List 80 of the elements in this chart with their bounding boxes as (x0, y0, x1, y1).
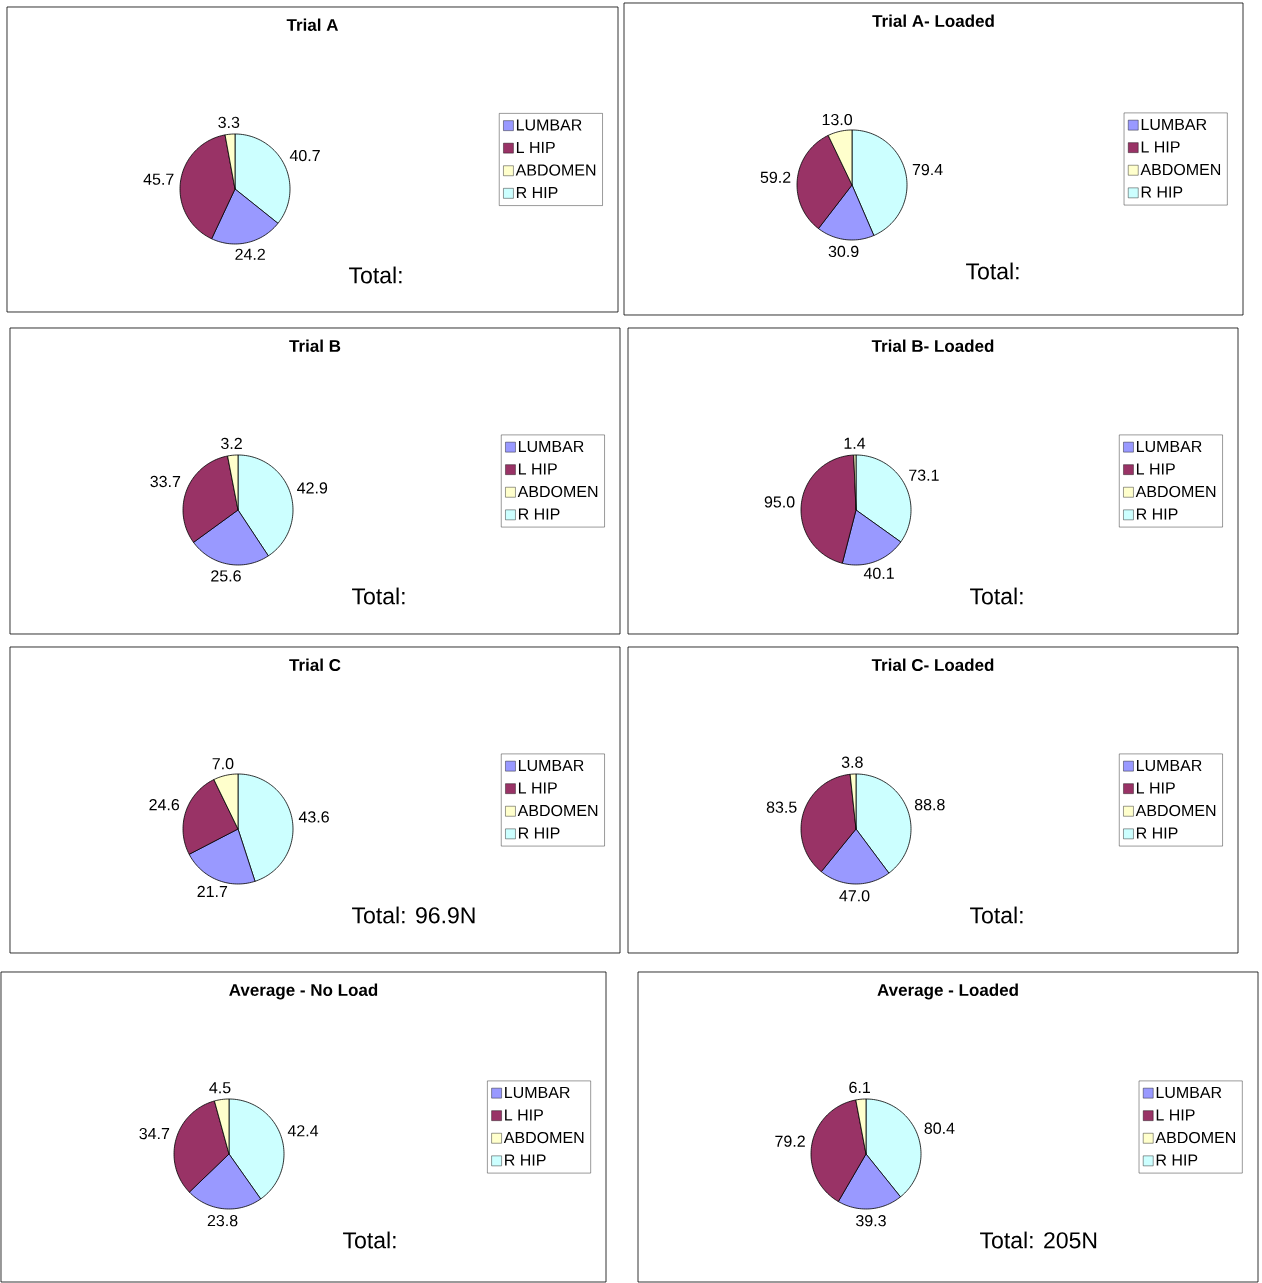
data-label: 1.4 (844, 437, 866, 449)
data-label: 88.8 (914, 798, 945, 811)
legend-label: L HIP (1136, 782, 1175, 794)
chart-title: Trial A- Loaded (872, 14, 994, 28)
text: Total: (343, 1231, 396, 1249)
data-label: 7.0 (212, 757, 234, 770)
text: Total: (970, 906, 1023, 924)
legend-label: R HIP (518, 827, 560, 839)
legend-label: R HIP (1156, 1154, 1198, 1166)
data-label: 83.5 (766, 801, 797, 813)
data-label: 6.1 (849, 1081, 871, 1094)
data-label: 4.5 (209, 1082, 231, 1094)
data-label: 79.4 (912, 163, 943, 176)
chart-title: Average - Loaded (877, 983, 1018, 1000)
data-label: 47.0 (839, 890, 870, 902)
chart-title: Trial C (289, 658, 341, 672)
legend-label: ABDOMEN (1135, 485, 1216, 498)
legend-label: R HIP (518, 508, 560, 520)
data-label: 13.0 (822, 113, 853, 126)
legend-label: L HIP (518, 463, 557, 475)
data-label: 59.2 (760, 171, 791, 183)
legend-label: LUMBAR (518, 440, 584, 453)
data-label: 45.7 (143, 173, 174, 185)
legend-label: ABDOMEN (1135, 804, 1216, 817)
legend-label: LUMBAR (1141, 118, 1207, 131)
data-label: 24.2 (235, 248, 265, 260)
legend-label: L HIP (516, 141, 555, 153)
data-label: 24.6 (149, 799, 180, 811)
text: Total: 96.9N (352, 906, 475, 924)
data-label: 73.1 (909, 469, 939, 481)
data-label: 3.3 (218, 116, 240, 129)
legend-label: L HIP (1141, 141, 1180, 153)
data-label: 42.9 (297, 482, 328, 494)
legend-label: L HIP (1136, 463, 1175, 475)
data-label: 40.1 (863, 567, 894, 579)
data-label: 33.7 (150, 475, 181, 488)
data-label: 3.2 (221, 437, 242, 450)
chart-title: Trial B- Loaded (871, 339, 994, 353)
text: Total: 205N (980, 1231, 1097, 1249)
legend-label: ABDOMEN (515, 164, 596, 176)
legend-label: LUMBAR (505, 1086, 570, 1099)
legend-label: ABDOMEN (503, 1131, 584, 1144)
data-label: 40.7 (289, 149, 320, 162)
legend-label: LUMBAR (516, 119, 582, 131)
legend-label: ABDOMEN (517, 485, 598, 498)
legend-label: ABDOMEN (517, 804, 598, 817)
data-label: 42.4 (287, 1125, 319, 1137)
data-label: 79.2 (775, 1135, 805, 1147)
legend-label: LUMBAR (1156, 1086, 1222, 1099)
data-label: 95.0 (764, 496, 795, 508)
legend-label: R HIP (516, 187, 558, 199)
legend-label: R HIP (1141, 186, 1183, 198)
data-label: 39.3 (856, 1215, 886, 1227)
legend-label: LUMBAR (1136, 759, 1202, 772)
data-label: 30.9 (828, 245, 859, 258)
legend-label: L HIP (1156, 1109, 1195, 1121)
text: Total: (349, 266, 402, 284)
chart-title: Trial A (286, 18, 339, 32)
legend-label: LUMBAR (518, 759, 584, 772)
chart-title: Trial C- Loaded (871, 658, 994, 672)
legend-label: ABDOMEN (1155, 1131, 1235, 1144)
data-label: 3.8 (841, 756, 863, 768)
legend-label: R HIP (1136, 827, 1178, 839)
data-label: 25.6 (211, 570, 241, 582)
legend-label: R HIP (505, 1154, 546, 1166)
legend-label: R HIP (1136, 508, 1178, 520)
chart-title: Trial B (289, 339, 341, 353)
data-label: 21.7 (197, 885, 228, 897)
legend-label: ABDOMEN (1140, 163, 1221, 176)
legend-label: L HIP (505, 1109, 543, 1121)
text: Total: (970, 587, 1023, 605)
data-label: 34.7 (139, 1127, 170, 1140)
text: Total: (352, 587, 405, 605)
data-label: 43.6 (298, 811, 329, 823)
legend-label: L HIP (518, 782, 557, 794)
chart-title: Average - No Load (229, 983, 378, 1000)
data-label: 80.4 (924, 1122, 955, 1134)
text: Total: (966, 262, 1019, 280)
legend-label: LUMBAR (1136, 440, 1202, 453)
data-label: 23.8 (207, 1214, 238, 1227)
